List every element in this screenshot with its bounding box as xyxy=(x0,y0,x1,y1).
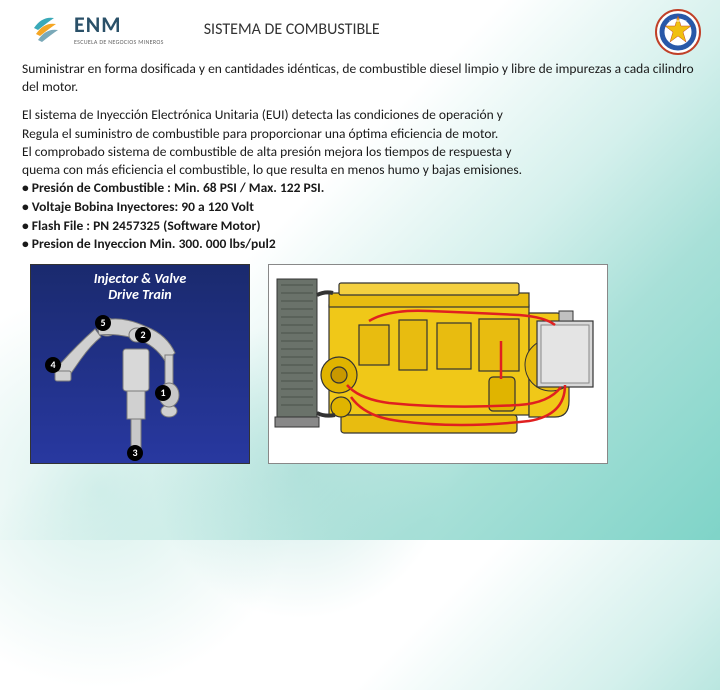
diagram-injector-valve: Injector & Valve Drive Train xyxy=(30,264,250,464)
diagrams-row: Injector & Valve Drive Train xyxy=(0,264,720,464)
label-1: 1 xyxy=(155,385,171,401)
diagram-left-title: Injector & Valve Drive Train xyxy=(37,271,243,303)
diagram-engine-fuel xyxy=(268,264,608,464)
engine-svg xyxy=(269,265,609,465)
bullet-injection: • Presion de Inyeccion Min. 300. 000 lbs… xyxy=(22,235,276,252)
diag-title-l2: Drive Train xyxy=(108,286,171,303)
bullet-flashfile: • Flash File : PN 2457325 (Software Moto… xyxy=(22,217,261,234)
p2-line2: Regula el suministro de combustible para… xyxy=(22,125,498,142)
enm-subtitle: ESCUELA DE NEGOCIOS MINEROS xyxy=(74,38,164,46)
svg-text:UNIVERSIDAD: UNIVERSIDAD xyxy=(670,19,687,23)
p2-line4: quema con más eficiencia el combustible,… xyxy=(22,161,522,178)
content-body: Suministrar en forma dosificada y en can… xyxy=(0,52,720,254)
p2-line1: El sistema de Inyección Electrónica Unit… xyxy=(22,106,503,123)
page-title: SISTEMA DE COMBUSTIBLE xyxy=(204,20,380,39)
label-4: 4 xyxy=(45,357,61,373)
intro-paragraph: Suministrar en forma dosificada y en can… xyxy=(22,60,698,96)
label-5: 5 xyxy=(95,315,111,331)
enm-wing-icon xyxy=(30,8,70,48)
enm-name: ENM xyxy=(74,11,164,38)
label-2: 2 xyxy=(135,327,151,343)
p2-line3: El comprobado sistema de combustible de … xyxy=(22,143,511,160)
main-paragraph: El sistema de Inyección Electrónica Unit… xyxy=(22,106,698,253)
logo-ucn: UNIVERSIDAD xyxy=(654,8,702,56)
diag-title-l1: Injector & Valve xyxy=(94,270,186,287)
logo-enm: ENM ESCUELA DE NEGOCIOS MINEROS xyxy=(30,8,164,48)
bullet-voltage: • Voltaje Bobina Inyectores: 90 a 120 Vo… xyxy=(22,198,254,215)
bullet-pressure: • Presión de Combustible : Min. 68 PSI /… xyxy=(22,179,324,196)
label-3: 3 xyxy=(127,445,143,461)
header: ENM ESCUELA DE NEGOCIOS MINEROS SISTEMA … xyxy=(0,0,720,52)
